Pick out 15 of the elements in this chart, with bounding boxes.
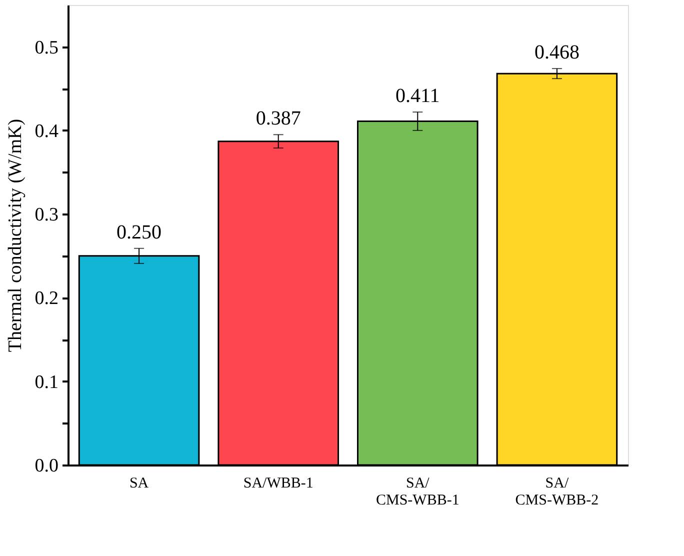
x-tick-label: SA/WBB-1	[243, 476, 314, 492]
data-label: 0.411	[396, 85, 440, 108]
x-tick-label: SA/ CMS-WBB-1	[376, 476, 460, 508]
y-tick-label: 0.0	[34, 456, 58, 476]
y-tick-label: 0.3	[34, 204, 58, 226]
y-tick-label: 0.1	[34, 372, 58, 393]
y-axis-title: Thermal conductivity (W/mK)	[4, 118, 26, 352]
data-label: 0.387	[256, 108, 301, 130]
y-tick-label: 0.5	[34, 37, 58, 58]
x-tick-label: SA/ CMS-WBB-2	[515, 476, 599, 508]
y-tick-label: 0.2	[34, 288, 58, 310]
data-label: 0.250	[116, 221, 162, 244]
y-tick-label: 0.4	[34, 120, 59, 142]
data-label: 0.468	[534, 42, 580, 64]
x-tick-label: SA	[129, 476, 149, 492]
